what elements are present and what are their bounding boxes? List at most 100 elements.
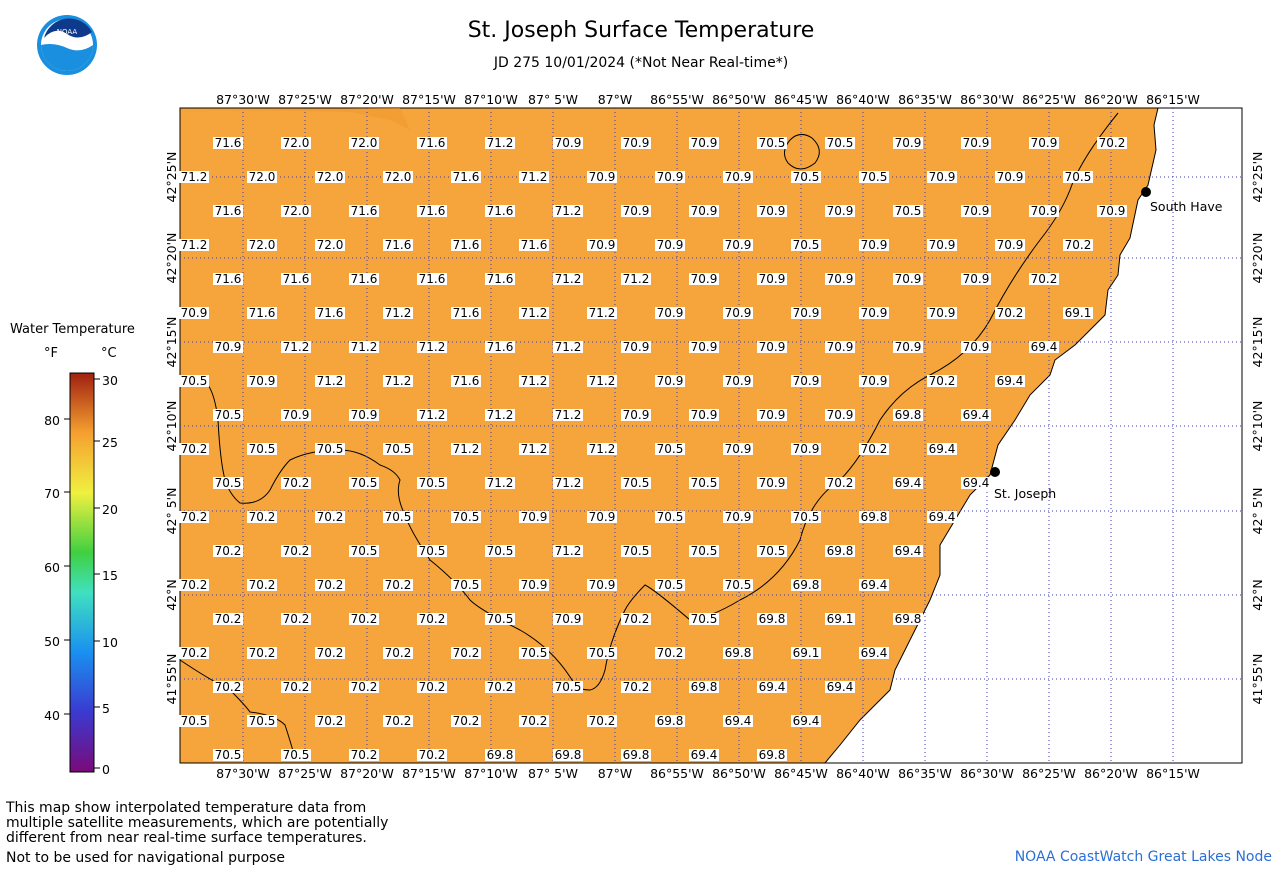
temp-label-bg xyxy=(723,239,753,251)
temp-label-bg xyxy=(417,477,447,489)
temp-value: 70.5 xyxy=(725,578,752,592)
temp-label-bg xyxy=(757,341,787,353)
longitude-label: 87°20'W xyxy=(340,92,394,107)
temp-value: 71.2 xyxy=(283,340,310,354)
temp-value: 70.2 xyxy=(181,510,208,524)
temp-label-bg xyxy=(179,307,209,319)
temp-value: 70.2 xyxy=(1031,272,1058,286)
temp-value: 70.9 xyxy=(1031,204,1058,218)
temp-label-bg xyxy=(179,715,209,727)
temp-value: 70.9 xyxy=(1099,204,1126,218)
temp-label-bg xyxy=(621,409,651,421)
temp-value: 70.9 xyxy=(657,306,684,320)
temp-value: 70.2 xyxy=(283,476,310,490)
temp-label-bg xyxy=(791,171,821,183)
temp-value: 71.2 xyxy=(487,476,514,490)
temp-label-bg xyxy=(315,239,345,251)
temp-value: 70.5 xyxy=(385,442,412,456)
legend-f-tick-label: 60 xyxy=(44,560,60,575)
temp-label-bg xyxy=(553,273,583,285)
temp-value: 69.4 xyxy=(963,408,990,422)
temp-label-bg xyxy=(315,511,345,523)
temp-label-bg xyxy=(757,477,787,489)
latitude-label: 42°N xyxy=(164,579,179,611)
temp-label-bg xyxy=(927,511,957,523)
temp-value: 70.2 xyxy=(385,578,412,592)
temp-label-bg xyxy=(655,307,685,319)
longitude-label: 87°15'W xyxy=(402,92,456,107)
temp-label-bg xyxy=(757,137,787,149)
temp-label-bg xyxy=(383,171,413,183)
temp-label-bg xyxy=(859,375,889,387)
temp-label-bg xyxy=(893,137,923,149)
legend-celsius-ticks: 30 25 20 15 10 5 0 xyxy=(94,373,118,777)
temp-value: 70.5 xyxy=(657,578,684,592)
legend-c-tick-label: 5 xyxy=(102,701,110,716)
longitude-label: 87°10'W xyxy=(464,92,518,107)
temp-label-bg xyxy=(621,477,651,489)
temp-label-bg xyxy=(893,341,923,353)
latitude-label: 42°25'N xyxy=(1250,152,1265,203)
temp-label-bg xyxy=(417,137,447,149)
temp-value: 70.2 xyxy=(283,544,310,558)
temp-label-bg xyxy=(995,375,1025,387)
temp-value: 71.6 xyxy=(453,306,480,320)
temp-label-bg xyxy=(247,239,277,251)
temp-label-bg xyxy=(553,137,583,149)
temp-value: 70.2 xyxy=(215,612,242,626)
temp-label-bg xyxy=(349,409,379,421)
longitude-label: 87° 5'W xyxy=(528,92,578,107)
temp-label-bg xyxy=(825,409,855,421)
temp-label-bg xyxy=(247,171,277,183)
temp-value: 70.2 xyxy=(317,510,344,524)
temp-value: 70.9 xyxy=(623,204,650,218)
latitude-label: 41°55'N xyxy=(164,654,179,705)
temp-value: 70.5 xyxy=(453,578,480,592)
longitude-label: 86°20'W xyxy=(1084,92,1138,107)
temp-value: 70.9 xyxy=(657,238,684,252)
south-haven-marker[interactable] xyxy=(1141,187,1151,197)
temp-label-bg xyxy=(315,307,345,319)
temp-value: 70.5 xyxy=(419,476,446,490)
temp-label-bg xyxy=(213,681,243,693)
temp-label-bg xyxy=(315,171,345,183)
temp-label-bg xyxy=(791,307,821,319)
temp-label-bg xyxy=(179,375,209,387)
temp-value: 70.5 xyxy=(487,544,514,558)
temp-label-bg xyxy=(553,681,583,693)
latitude-label: 42°N xyxy=(1250,579,1265,611)
legend-title: Water Temperature xyxy=(10,322,135,337)
temp-value: 70.9 xyxy=(827,272,854,286)
temp-label-bg xyxy=(383,307,413,319)
temp-label-bg xyxy=(791,715,821,727)
temp-label-bg xyxy=(553,477,583,489)
temp-label-bg xyxy=(315,715,345,727)
temp-value: 72.0 xyxy=(283,136,310,150)
longitude-label: 86°45'W xyxy=(774,92,828,107)
temp-value: 72.0 xyxy=(249,170,276,184)
temp-label-bg xyxy=(825,681,855,693)
longitude-label: 86°35'W xyxy=(898,92,952,107)
temp-value: 70.9 xyxy=(623,340,650,354)
temp-value: 71.2 xyxy=(589,374,616,388)
disclaimer-line-3: different from near real-time surface te… xyxy=(6,830,367,846)
navigation-note: Not to be used for navigational purpose xyxy=(6,850,285,866)
temp-label-bg xyxy=(213,273,243,285)
temp-label-bg xyxy=(417,545,447,557)
temp-label-bg xyxy=(213,409,243,421)
temp-label-bg xyxy=(451,307,481,319)
disclaimer-line-2: multiple satellite measurements, which a… xyxy=(6,815,389,831)
page-subtitle: JD 275 10/01/2024 (*Not Near Real-time*) xyxy=(493,55,789,71)
temp-value: 70.2 xyxy=(283,680,310,694)
temp-label-bg xyxy=(587,443,617,455)
temp-value: 70.9 xyxy=(997,238,1024,252)
st-joseph-marker[interactable] xyxy=(990,467,1000,477)
temp-label-bg xyxy=(349,681,379,693)
temp-value: 70.9 xyxy=(929,170,956,184)
temp-label-bg xyxy=(689,681,719,693)
temp-value: 71.6 xyxy=(215,136,242,150)
temp-value: 72.0 xyxy=(317,238,344,252)
temp-value: 70.2 xyxy=(997,306,1024,320)
longitude-labels-top: 87°30'W 87°25'W 87°20'W 87°15'W 87°10'W 87° 5… xyxy=(216,92,1200,107)
